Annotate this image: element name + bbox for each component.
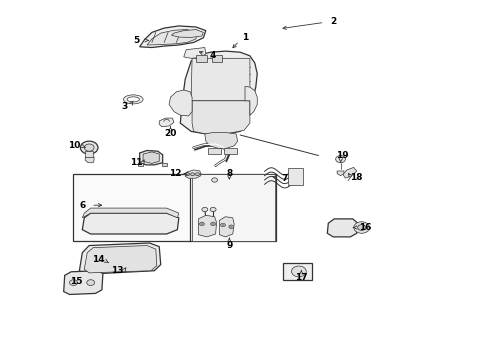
Circle shape	[202, 207, 208, 212]
Polygon shape	[205, 132, 238, 148]
Text: 16: 16	[359, 223, 371, 232]
Text: 17: 17	[295, 274, 308, 282]
Circle shape	[354, 222, 369, 233]
Text: 20: 20	[164, 129, 177, 138]
Polygon shape	[140, 150, 163, 165]
Bar	[192, 174, 275, 241]
Circle shape	[191, 173, 195, 176]
Text: 13: 13	[111, 266, 124, 275]
Polygon shape	[184, 48, 206, 58]
Circle shape	[84, 144, 94, 151]
Text: 12: 12	[169, 169, 182, 178]
Text: 9: 9	[226, 241, 233, 250]
Circle shape	[292, 266, 306, 277]
Text: 18: 18	[350, 173, 363, 181]
Polygon shape	[147, 30, 197, 45]
Text: 2: 2	[330, 17, 336, 26]
Bar	[212, 55, 222, 62]
Circle shape	[358, 225, 366, 230]
Polygon shape	[337, 171, 344, 176]
Polygon shape	[327, 219, 358, 237]
Text: 15: 15	[70, 277, 82, 286]
Polygon shape	[343, 167, 357, 178]
Circle shape	[80, 141, 98, 154]
Text: 6: 6	[79, 201, 85, 210]
Circle shape	[210, 207, 216, 212]
Bar	[73, 174, 276, 241]
Bar	[196, 55, 207, 62]
Bar	[283, 263, 312, 280]
Bar	[162, 163, 167, 166]
Text: 1: 1	[242, 33, 248, 42]
Bar	[85, 151, 93, 157]
Polygon shape	[220, 217, 234, 237]
Circle shape	[196, 173, 199, 176]
Circle shape	[70, 280, 77, 285]
Bar	[288, 168, 303, 185]
Text: 19: 19	[336, 151, 348, 160]
Polygon shape	[140, 26, 206, 48]
Polygon shape	[245, 86, 257, 115]
Text: 4: 4	[210, 51, 217, 60]
Polygon shape	[143, 152, 159, 163]
Bar	[208, 148, 220, 154]
Polygon shape	[64, 271, 103, 294]
Polygon shape	[185, 170, 201, 178]
Text: 8: 8	[226, 169, 232, 178]
Text: 10: 10	[68, 141, 81, 150]
Text: 7: 7	[281, 174, 288, 183]
Bar	[224, 148, 237, 154]
Text: 11: 11	[130, 158, 143, 167]
Polygon shape	[159, 118, 174, 127]
Circle shape	[87, 280, 95, 285]
Polygon shape	[82, 208, 179, 218]
Bar	[138, 163, 143, 166]
Polygon shape	[84, 246, 157, 273]
Polygon shape	[192, 101, 250, 134]
Circle shape	[212, 178, 218, 182]
Polygon shape	[172, 30, 203, 37]
Circle shape	[229, 225, 234, 229]
Polygon shape	[169, 90, 192, 116]
Polygon shape	[79, 243, 161, 274]
Ellipse shape	[123, 95, 143, 104]
Text: 14: 14	[92, 256, 104, 264]
Circle shape	[336, 156, 345, 163]
Ellipse shape	[127, 97, 140, 102]
Circle shape	[211, 222, 216, 226]
Polygon shape	[180, 51, 257, 134]
Circle shape	[186, 173, 190, 176]
Circle shape	[220, 223, 225, 227]
Polygon shape	[198, 215, 217, 237]
Text: 5: 5	[133, 36, 139, 45]
Circle shape	[199, 222, 204, 226]
Polygon shape	[85, 157, 94, 163]
Text: 3: 3	[122, 102, 128, 111]
Polygon shape	[191, 58, 250, 101]
Polygon shape	[82, 213, 179, 234]
